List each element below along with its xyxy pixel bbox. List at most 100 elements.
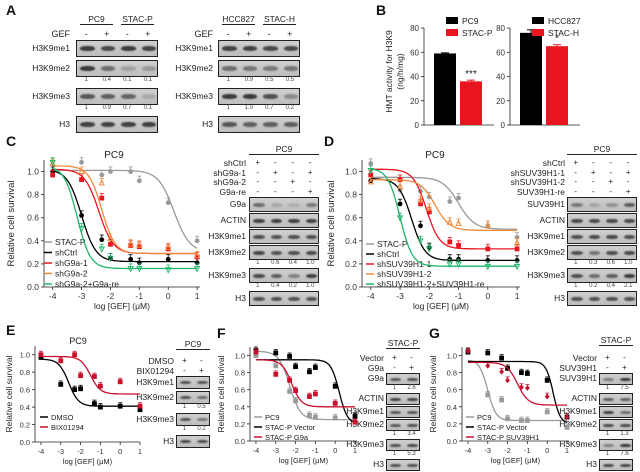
band-quantification: 1 (605, 431, 610, 437)
legend-label-stac-p-suv39h1: STAC-P SUV39H1 (477, 433, 539, 442)
protein-band (242, 94, 257, 100)
data-point (368, 172, 374, 178)
data-point (193, 266, 201, 273)
protein-band (305, 296, 317, 301)
band-quantification: 1 (392, 431, 397, 437)
chart-title: PC9 (425, 150, 445, 161)
data-point (165, 243, 172, 251)
condition-sign: - (183, 366, 186, 375)
data-point (456, 243, 461, 248)
x-tick-label: -2 (107, 291, 115, 301)
band-quantification: 1.0 (306, 283, 315, 289)
series-dmso (38, 353, 143, 413)
x-axis-label: log [GEF] (μM) (413, 301, 469, 311)
blot-strip-h3k9me1 (176, 376, 210, 389)
data-point (287, 354, 293, 359)
data-point (273, 371, 279, 377)
panel-label-c: C (6, 133, 17, 149)
protein-band (390, 410, 401, 414)
data-point (107, 255, 114, 263)
blot-row-label-h3k9me3: H3K9me3 (136, 413, 174, 424)
data-point (332, 383, 338, 389)
data-point (117, 379, 123, 385)
y-tick-label: 0.6 (235, 386, 245, 395)
panel-label-a: A (6, 2, 17, 18)
data-point (564, 424, 570, 430)
y-tick-label: 60 (410, 48, 419, 57)
legend-label-dmso: DMSO (51, 413, 74, 422)
y-tick-label: 0.2 (20, 421, 30, 430)
y-tick-label: 0 (415, 121, 420, 130)
blot-strip-suv39h1 (599, 373, 633, 385)
y-tick-label: 0.4 (447, 403, 457, 412)
blot-row-label-h3k9me2: H3K9me2 (175, 62, 213, 73)
data-point (484, 263, 492, 271)
condition-sign: + (625, 167, 631, 177)
band-quantification: 2.1 (624, 283, 633, 289)
protein-band (407, 443, 418, 447)
legend-label-bix01294: BIX01294 (51, 423, 84, 432)
data-point (417, 238, 424, 245)
protein-band (571, 273, 583, 278)
dose-response-chart-c: 0.0 0.2 0.4 0.6 0.8 1.0 -4 -3 -2 -1 0 1 log [GEF] (μ… (6, 150, 201, 311)
protein-band (263, 94, 278, 100)
protein-band (588, 202, 600, 207)
blot-strip-h3k9me3 (76, 88, 158, 105)
blot-strip-g9a (249, 197, 319, 212)
protein-band (588, 273, 600, 278)
blot-row-label-h3k9me3: H3K9me3 (175, 90, 213, 101)
blot-row-label-h3k9me1: H3K9me1 (32, 42, 70, 53)
data-point (485, 362, 491, 369)
protein-band (270, 218, 282, 223)
blot-row-label-h3k9me1: H3K9me1 (175, 42, 213, 53)
protein-band (197, 380, 208, 385)
blot-row-label-h3k9me2: H3K9me2 (527, 246, 565, 257)
data-point (485, 350, 491, 356)
protein-band (603, 423, 614, 427)
data-point (127, 266, 134, 273)
blot-row-label-h3: H3 (554, 292, 565, 303)
condition-sign: - (291, 167, 295, 177)
blot-row-label-h3k9me3: H3K9me3 (559, 439, 597, 449)
protein-band (407, 463, 418, 467)
blot-row-label-h3k9me3: H3K9me3 (208, 269, 246, 280)
x-tick-label: 0 (166, 291, 171, 301)
y-tick-label: 20 (496, 97, 505, 106)
significance-label: * (555, 34, 559, 45)
blot-row-label-actin: ACTIN (220, 214, 247, 225)
x-tick-label: -4 (38, 447, 45, 456)
data-point (312, 414, 318, 420)
y-axis-label: Relative cell survival (216, 355, 226, 432)
protein-band (606, 218, 618, 223)
x-tick-label: -1 (524, 446, 531, 455)
fit-curve (52, 170, 198, 263)
y-tick-label: 0.2 (447, 420, 457, 429)
protein-band (606, 202, 618, 207)
band-quantification: 0.5 (197, 404, 206, 410)
panel-label-b: B (376, 2, 387, 18)
y-tick-label: 60 (496, 48, 505, 57)
blot-row-label-h3k9me2: H3K9me2 (559, 419, 597, 429)
condition-sign: + (272, 167, 278, 177)
band-quantification: 0.1 (143, 77, 152, 83)
protein-band (80, 46, 95, 52)
band-quantification: 0.5 (265, 77, 274, 83)
condition-sign: - (574, 177, 578, 186)
protein-band (288, 250, 300, 255)
x-axis-label: log [GEF] (μM) (279, 456, 329, 465)
condition-label-dmso: DMSO (148, 356, 175, 366)
data-point (397, 201, 403, 207)
condition-sign: - (308, 177, 312, 186)
band-quantification: 0.6 (271, 260, 280, 266)
protein-band (603, 410, 614, 414)
legend-label-shg9a-1: shG9a-1 (55, 258, 88, 268)
data-point (447, 239, 453, 245)
blot-group-stac-h: STAC-H (263, 14, 296, 25)
blot-strip-h3 (218, 116, 300, 133)
condition-label-shsuv39h1-1: shSUV39H1-1 (510, 167, 565, 178)
protein-band (100, 46, 115, 52)
blot-strip-actin (567, 213, 637, 228)
protein-band (390, 463, 401, 467)
protein-band (100, 66, 115, 72)
legend-label-shctrl: shCtrl (55, 248, 77, 258)
